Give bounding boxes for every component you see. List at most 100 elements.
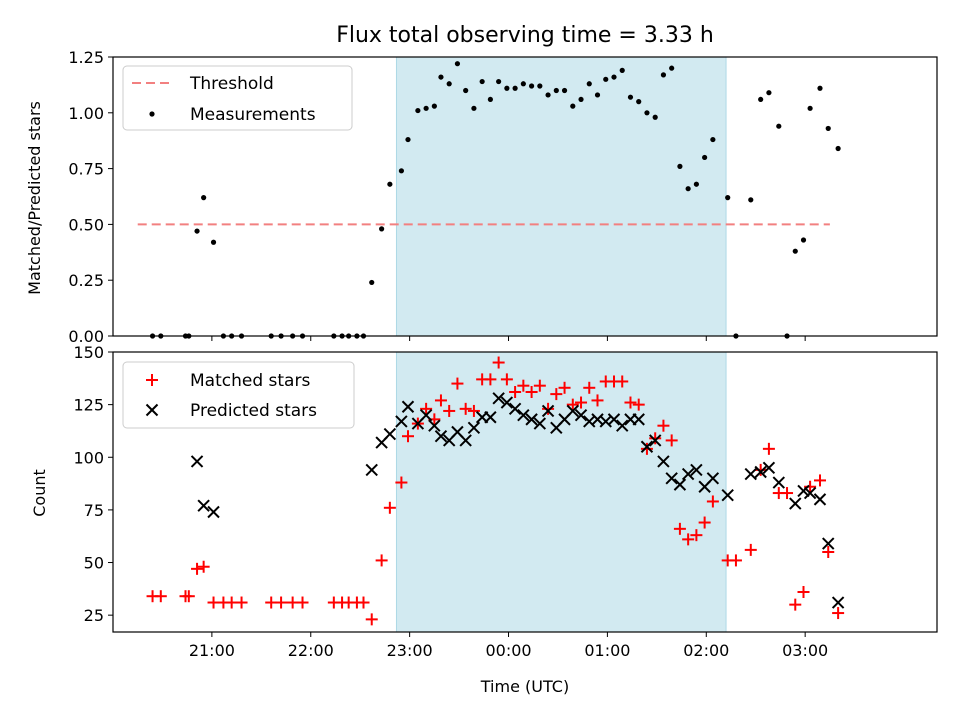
matched-star-point [797,586,810,598]
predicted-star-point [459,434,472,447]
matched-star-point [649,432,662,445]
measurement-point [758,96,764,103]
legend-threshold-label: Threshold [189,74,274,94]
predicted-marker-b [665,472,678,485]
predicted-marker-b [797,484,810,498]
predicted-marker-b [721,488,734,502]
predicted-star-point [648,434,662,447]
predicted-marker-b [599,415,612,428]
matched-star-point [401,430,414,443]
matched-star-point [154,590,167,603]
predicted-star-point [706,472,720,485]
matched-star-point [616,375,629,388]
measurement-point [553,87,559,94]
predicted-star-point [525,413,538,426]
predicted-marker-b [690,463,703,477]
x-tick-label: 03:00 [782,641,828,660]
measurement-point [669,65,675,71]
predicted-marker-b [831,596,845,609]
matched-star-point [682,533,695,546]
y-tick-label: 25 [84,606,104,625]
legend-measurement-label: Measurements [190,105,316,125]
matched-star-point [484,373,497,386]
measurement-point [825,125,831,132]
predicted-star-point [365,463,378,477]
matched-star-point [443,404,456,417]
predicted-star-point [632,413,645,426]
predicted-marker-b [419,408,433,422]
predicted-marker-b [508,402,522,416]
matched-star-point [375,554,388,567]
matched-star-point [762,442,775,455]
matched-star-point [459,402,472,415]
bottom-panel: 25 50 75 100 125 150 21:00 22:00 23:00 00:00 01:00… [73,343,938,660]
matched-star-point [395,476,408,489]
matched-star-point [591,394,604,407]
x-tick-label: 21:00 [189,641,235,660]
predicted-marker-b [640,440,654,453]
predicted-star-point [772,476,785,489]
matched-star-point [383,501,396,514]
x-tick-label: 02:00 [683,641,729,660]
y-tick-label: 0.75 [68,160,104,179]
predicted-star-point [533,417,547,430]
matched-star-point [673,522,686,535]
matched-star-point [781,487,794,500]
predicted-marker-b [401,400,415,413]
matched-star-point [197,560,210,573]
x-tick-label: 01:00 [584,641,630,660]
measurement-point [415,107,421,114]
matched-star-point [583,381,596,394]
predicted-star-point [762,461,776,474]
measurement-point [454,61,461,67]
measurement-point [194,228,200,234]
x-axis-label: Time (UTC) [480,677,569,696]
measurement-point [496,78,502,85]
y-tick-label: 0.25 [68,271,104,290]
matched-star-point [665,434,678,447]
predicted-star-point [197,499,210,512]
predicted-marker-b [428,419,441,432]
predicted-marker-b [459,434,472,447]
matched-star-point [624,396,637,409]
matched-star-point [804,480,817,493]
measurement-point [471,105,477,111]
predicted-star-point [690,463,703,477]
measurement-point [627,94,634,100]
measurement-point [504,85,510,91]
measurement-point [693,181,699,187]
measurement-point [685,186,691,192]
observing-span [395,351,727,633]
matched-star-point [235,596,248,609]
measurement-point [512,85,518,91]
measurement-point [528,83,535,89]
measurement-point [603,76,609,82]
top-axes-frame [112,56,938,337]
predicted-star-point [467,421,481,434]
chart-title: Flux total observing time = 3.33 h [336,23,714,48]
predicted-marker-b [706,472,720,485]
y-tick-label: 150 [73,343,104,362]
matched-star-point [558,381,571,394]
measurement-point [438,74,444,80]
predicted-marker-b [616,419,629,432]
legend-predicted-label: Predicted stars [190,401,317,421]
matched-star-point [698,516,711,529]
predicted-star-point [574,408,588,422]
predicted-marker-b [517,408,530,422]
predicted-marker-b [492,392,505,405]
matched-star-point [451,377,464,390]
measurement-point [792,248,798,254]
measurement-point [611,74,617,80]
predicted-marker-b [525,413,538,426]
predicted-marker-b [467,421,481,434]
matched-star-point [467,404,480,417]
y-tick-label: 125 [73,396,104,415]
y-tick-label: 1.00 [68,104,104,123]
y-tick-label: 0.00 [68,327,104,346]
predicted-star-point [401,400,415,413]
matched-star-point [434,394,447,407]
matched-star-point [690,529,703,542]
matched-star-point [575,396,588,409]
measurement-point [586,81,592,87]
